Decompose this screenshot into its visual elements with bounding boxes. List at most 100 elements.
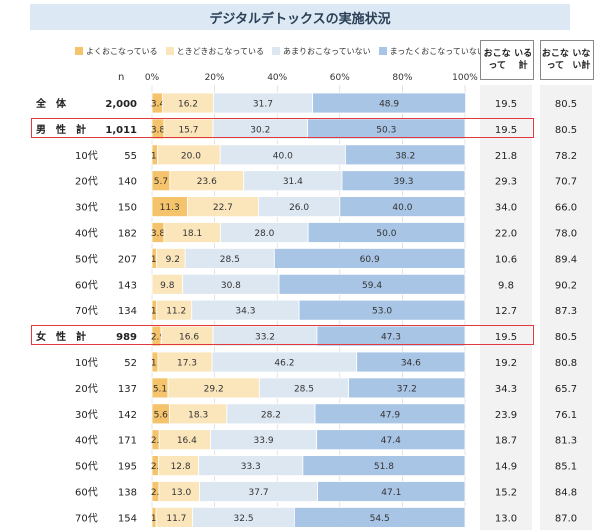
bar-value-label: 3.8 <box>151 229 166 239</box>
bar-value-label: 9.8 <box>160 281 175 291</box>
row-n: 150 <box>118 203 137 214</box>
bar-value-label: 34.6 <box>401 359 421 369</box>
bar-value-label: 17.3 <box>177 359 197 369</box>
bar-value-label: 51.8 <box>374 462 394 472</box>
doing-total: 22.0 <box>495 229 517 240</box>
row-n: 143 <box>118 280 137 291</box>
not-doing-total: 84.8 <box>555 488 577 499</box>
bar-value-label: 47.9 <box>380 410 400 420</box>
doing-total: 12.7 <box>495 306 517 317</box>
doing-total: 19.5 <box>495 99 517 110</box>
bar-value-label: 26.0 <box>289 203 309 213</box>
legend-label: よくおこなっている <box>86 46 158 56</box>
doing-total: 9.8 <box>498 280 514 291</box>
doing-total: 15.2 <box>495 488 517 499</box>
bar-value-label: 12.8 <box>171 462 191 472</box>
doing-total: 23.9 <box>495 410 517 421</box>
bar-value-label: 53.0 <box>372 307 392 317</box>
legend-item: ときどきおこなっている <box>165 46 264 57</box>
doing-total: 19.5 <box>495 125 517 136</box>
doing-total: 18.7 <box>495 436 517 447</box>
row-n: 171 <box>118 436 137 447</box>
row-label: 男 性 計 <box>36 123 86 136</box>
row-n: 195 <box>118 462 137 473</box>
bar-segment <box>316 429 466 451</box>
row-label: 全 体 <box>35 97 67 110</box>
bar-segment <box>348 377 466 399</box>
bar-value-label: 30.8 <box>221 281 241 291</box>
row-label: 70代 <box>75 512 98 524</box>
not-doing-total: 85.1 <box>555 462 577 473</box>
bar-value-label: 39.3 <box>393 177 413 187</box>
bar-value-label: 31.4 <box>283 177 303 187</box>
legend-swatch <box>165 47 174 55</box>
bar-value-label: 28.5 <box>220 255 240 265</box>
bar-value-label: 5.7 <box>154 177 168 187</box>
x-tick-label: 20% <box>205 73 225 83</box>
bar-value-label: 46.2 <box>274 359 294 369</box>
not-doing-total: 80.5 <box>555 332 577 343</box>
bar-value-label: 30.2 <box>250 125 270 135</box>
row-label: 60代 <box>75 487 98 499</box>
summary-header-not-doing: おこなって いない計 <box>540 40 594 80</box>
x-tick-label: 60% <box>330 73 350 83</box>
bar-segment <box>341 170 466 192</box>
bar-value-label: 28.0 <box>254 229 274 239</box>
title-bar: デジタルデトックスの実施状況 <box>30 4 570 30</box>
row-n: 138 <box>118 488 137 499</box>
chart-title: デジタルデトックスの実施状況 <box>209 11 391 27</box>
bar-value-label: 37.2 <box>397 384 417 394</box>
summary-column-not-doing-bg <box>540 85 592 530</box>
bar-value-label: 32.5 <box>234 514 254 524</box>
bar-value-label: 5.6 <box>154 410 169 420</box>
bar-value-label: 22.7 <box>213 203 233 213</box>
row-label: 40代 <box>75 435 98 447</box>
summary-header-line: おこなって <box>483 49 511 71</box>
bar-value-label: 28.2 <box>261 410 281 420</box>
doing-total: 19.2 <box>495 358 517 369</box>
bar-value-label: 40.0 <box>392 203 412 213</box>
doing-total: 13.0 <box>495 513 517 524</box>
bar-value-label: 2.1 <box>151 462 165 472</box>
bar-segment <box>307 222 466 243</box>
bar-value-label: 28.5 <box>294 384 314 394</box>
legend-label: ときどきおこなっている <box>176 46 264 56</box>
summary-header-line: いない計 <box>572 49 591 71</box>
bar-segment <box>307 118 466 140</box>
legend-item: あまりおこなっていない <box>271 46 371 57</box>
row-n: 142 <box>118 410 137 421</box>
row-label: 20代 <box>75 176 98 188</box>
bar-segment <box>312 92 467 114</box>
doing-total: 34.3 <box>495 384 517 395</box>
bar-value-label: 38.2 <box>395 151 415 161</box>
bar-value-label: 16.2 <box>178 100 198 110</box>
row-n: 989 <box>116 332 137 343</box>
bar-segment <box>294 506 466 528</box>
row-n: 55 <box>124 151 137 162</box>
not-doing-total: 80.5 <box>555 99 577 110</box>
not-doing-total: 76.1 <box>555 410 577 421</box>
bar-value-label: 15.7 <box>178 125 198 135</box>
bar-value-label: 9.2 <box>166 255 180 265</box>
row-n: 134 <box>118 306 137 317</box>
bar-segment <box>345 144 466 166</box>
row-n: 140 <box>118 177 137 188</box>
row-n: 1,011 <box>105 125 137 136</box>
bar-value-label: 40.0 <box>273 151 293 161</box>
bar-segment <box>314 403 466 425</box>
doing-total: 10.6 <box>495 254 517 265</box>
bar-value-label: 29.2 <box>204 384 224 394</box>
legend-item: まったくおこなっていない <box>378 46 485 57</box>
row-label: 50代 <box>75 253 98 265</box>
bar-value-label: 50.3 <box>376 125 396 135</box>
not-doing-total: 90.2 <box>555 280 577 291</box>
bar-value-label: 2.9 <box>151 333 166 343</box>
not-doing-total: 65.7 <box>555 384 577 395</box>
not-doing-total: 66.0 <box>555 203 577 214</box>
not-doing-total: 70.7 <box>555 177 577 188</box>
bar-segment <box>278 273 466 295</box>
bar-value-label: 2.2 <box>151 488 165 498</box>
bar-value-label: 11.3 <box>160 203 180 213</box>
row-label: 10代 <box>75 357 98 369</box>
